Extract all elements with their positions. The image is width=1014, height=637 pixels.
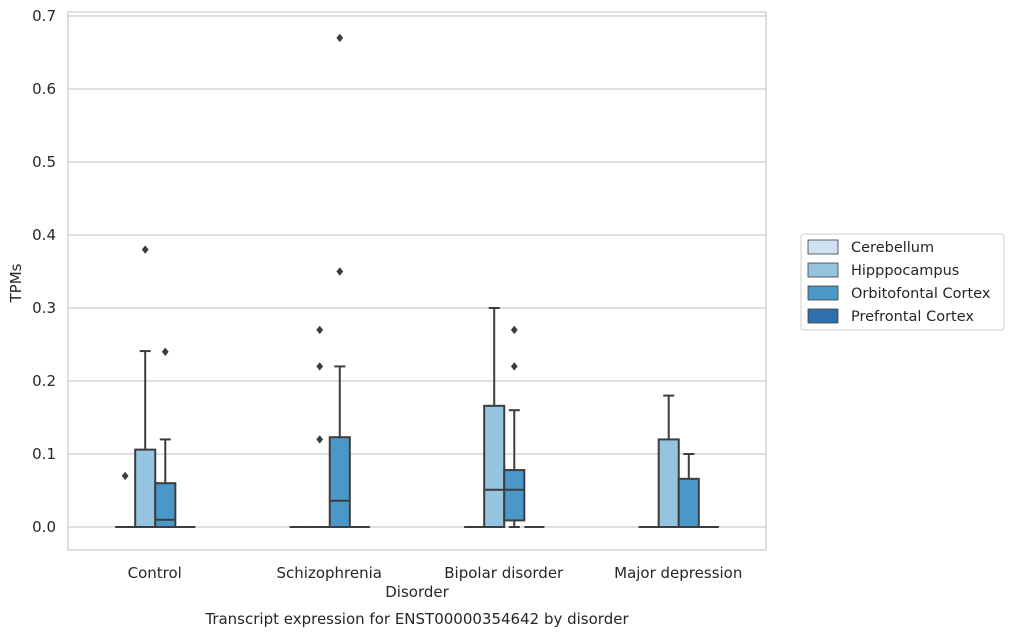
box-body: [134, 448, 157, 528]
box-hipppocampus: [483, 307, 506, 529]
box-body: [657, 438, 680, 528]
box-cerebellum: [115, 471, 136, 528]
legend-swatch: [807, 262, 839, 278]
box-body: [503, 469, 526, 522]
outlier-point: [161, 347, 169, 356]
box-hipppocampus: [309, 325, 330, 528]
x-tick-label: Schizophrenia: [277, 564, 382, 582]
x-tick-label: Bipolar disorder: [444, 564, 564, 582]
outlier-point: [316, 325, 324, 335]
box-body: [483, 404, 506, 529]
y-tick-labels: 0.0 0.1 0.2 0.3 0.4 0.5 0.6 0.7: [32, 7, 56, 536]
x-tick-labels: Control Schizophrenia Bipolar disorder Majo…: [128, 564, 743, 582]
box-series: [115, 33, 719, 529]
outlier-point: [336, 267, 344, 276]
outlier-point: [121, 471, 129, 481]
y-tick-label: 0.4: [32, 226, 56, 244]
y-tick-label: 0.1: [32, 445, 56, 463]
legend-label: Prefrontal Cortex: [851, 309, 974, 325]
y-tick-label: 0.3: [32, 299, 56, 317]
plot-frame: [67, 11, 767, 551]
box-body: [154, 482, 177, 529]
outlier-point: [141, 245, 149, 254]
legend-label: Orbitofontal Cortex: [851, 286, 991, 302]
legend-label: Hipppocampus: [851, 263, 959, 279]
box-body: [328, 436, 351, 528]
outlier-point: [336, 33, 344, 43]
legend-label: Cerebellum: [851, 240, 934, 256]
box-orbitofontal-cortex: [154, 347, 177, 529]
grid-lines: [68, 15, 766, 528]
outlier-point: [316, 362, 324, 371]
legend-swatch: [807, 239, 839, 255]
y-tick-label: 0.2: [32, 372, 56, 390]
outlier-point: [316, 435, 324, 444]
y-tick-label: 0.0: [32, 518, 56, 536]
y-axis-title: TPMs: [7, 263, 25, 303]
x-tick-label: Control: [128, 564, 182, 582]
outlier-point: [510, 325, 518, 335]
box-hipppocampus: [134, 245, 157, 528]
x-tick-label: Major depression: [614, 564, 742, 582]
chart-caption: Transcript expression for ENST0000035464…: [204, 610, 629, 628]
box-orbitofontal-cortex: [328, 33, 351, 528]
legend-swatch: [807, 285, 839, 301]
box-hipppocampus: [657, 394, 680, 528]
legend: Cerebellum Hipppocampus Orbitofontal Corte…: [800, 233, 1005, 331]
y-tick-label: 0.7: [32, 7, 56, 25]
legend-swatch: [807, 308, 839, 324]
box-body: [677, 477, 700, 529]
y-tick-label: 0.6: [32, 80, 56, 98]
x-axis-title: Disorder: [385, 583, 449, 601]
legend-frame: [800, 233, 1005, 331]
box-orbitofontal-cortex: [677, 453, 700, 529]
y-tick-label: 0.5: [32, 153, 56, 171]
outlier-point: [510, 362, 518, 371]
box-orbitofontal-cortex: [503, 325, 526, 528]
